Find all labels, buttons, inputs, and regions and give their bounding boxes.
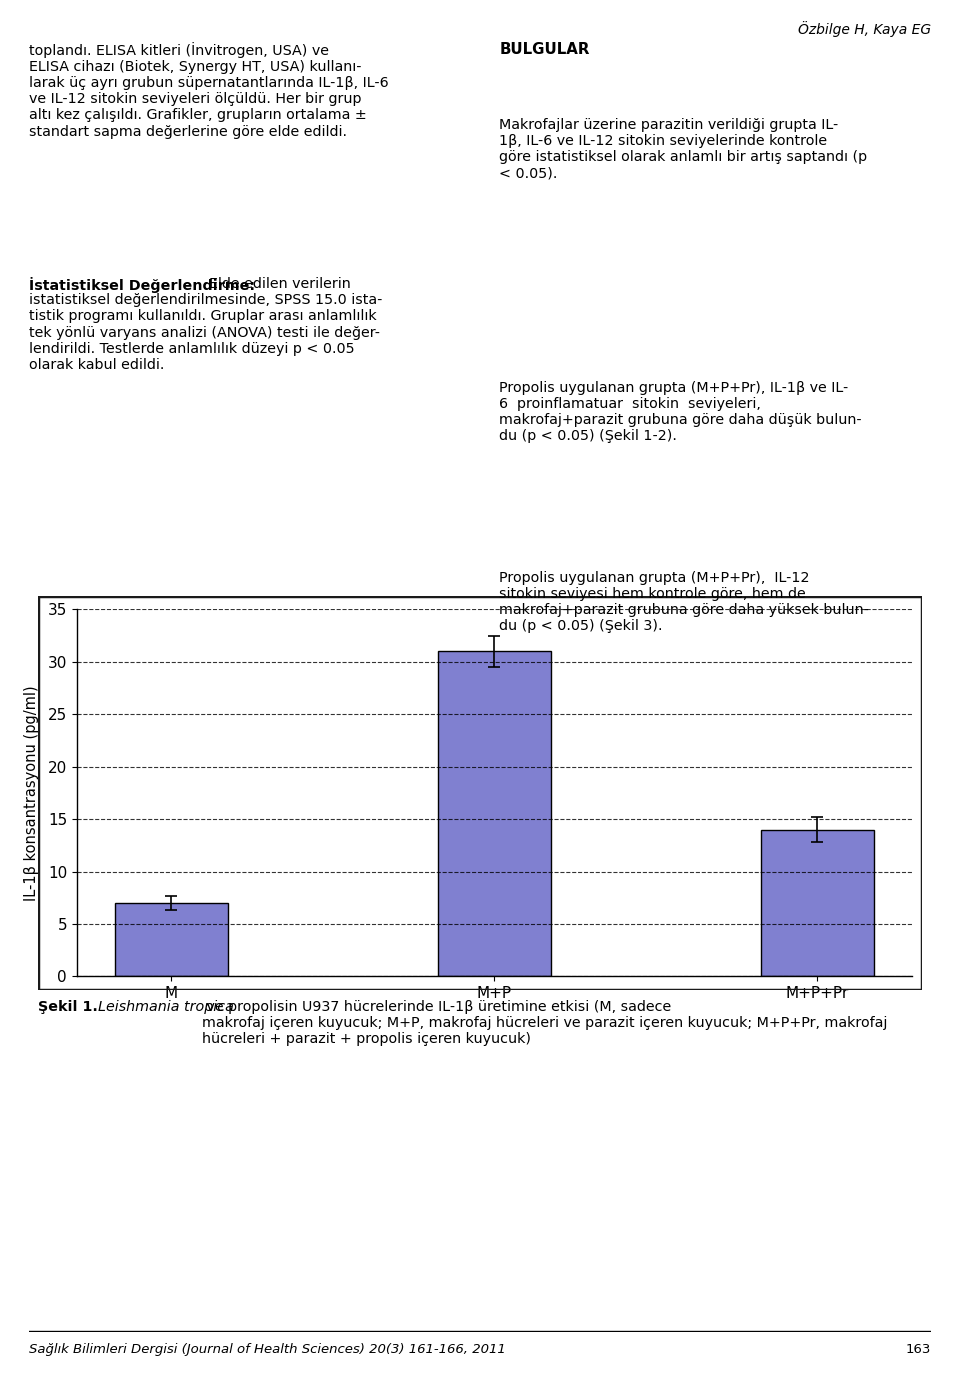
Text: toplandı. ELISA kitleri (İnvitrogen, USA) ve
ELISA cihazı (Biotek, Synergy HT, U: toplandı. ELISA kitleri (İnvitrogen, USA… [29,42,389,138]
Text: Elde edilen verilerin
istatistiksel değerlendirilmesinde, SPSS 15.0 ista-
tistik: Elde edilen verilerin istatistiksel değe… [29,277,382,373]
Text: Özbilge H, Kaya EG: Özbilge H, Kaya EG [798,21,931,37]
Text: İstatistiksel Değerlendirme:: İstatistiksel Değerlendirme: [29,277,255,294]
Text: BULGULAR: BULGULAR [499,42,589,57]
Text: ve propolisin U937 hücrelerinde IL-1β üretimine etkisi (M, sadece
makrofaj içere: ve propolisin U937 hücrelerinde IL-1β ür… [202,1000,887,1047]
Text: Makrofajlar üzerine parazitin verildiği grupta IL-
1β, IL-6 ve IL-12 sitokin sev: Makrofajlar üzerine parazitin verildiği … [499,118,867,180]
Bar [438,651,551,976]
Text: Propolis uygulanan grupta (M+P+Pr), IL-1β ve IL-
6  proinflamatuar  sitokin  sev: Propolis uygulanan grupta (M+P+Pr), IL-1… [499,381,862,443]
Y-axis label: IL-1β konsantrasyonu (pg/ml): IL-1β konsantrasyonu (pg/ml) [24,686,39,900]
Text: Sağlık Bilimleri Dergisi (Journal of Health Sciences) 20(3) 161-166, 2011: Sağlık Bilimleri Dergisi (Journal of Hea… [29,1343,506,1356]
Text: Şekil 1.: Şekil 1. [38,1000,98,1014]
Text: Propolis uygulanan grupta (M+P+Pr),  IL-12
sitokin seviyesi hem kontrole göre, h: Propolis uygulanan grupta (M+P+Pr), IL-1… [499,571,869,633]
Text: Leishmania tropica: Leishmania tropica [98,1000,234,1014]
Bar [761,830,874,976]
Bar [115,903,228,976]
Text: 163: 163 [906,1343,931,1356]
